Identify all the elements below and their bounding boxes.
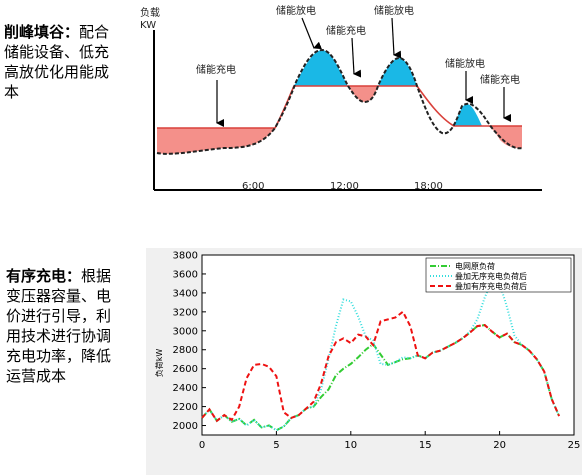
arrow-discharge-1 bbox=[301, 17, 322, 50]
annotation-charge-left: 储能充电 bbox=[196, 63, 236, 76]
peak-shaving-diagram: 负载 KW 6:00 12:00 18:00 储能充电 储能放电 储能充电 储能… bbox=[140, 4, 542, 192]
y-tick-label: 3400 bbox=[173, 288, 198, 299]
y-tick-label: 2800 bbox=[173, 345, 198, 356]
y-tick-label: 3000 bbox=[173, 326, 198, 337]
peak-shaving-body: 配合储能设备、低充高放优化用能成本 bbox=[4, 23, 110, 101]
annotation-discharge-2: 储能放电 bbox=[374, 4, 414, 17]
legend-label-0: 电网原负荷 bbox=[455, 261, 495, 271]
x-ticks: 0 5 10 15 20 25 bbox=[199, 431, 581, 451]
ordered-charging-title: 有序充电： bbox=[6, 267, 82, 285]
x-tick-label: 0 bbox=[199, 440, 205, 451]
y-tick-label: 3800 bbox=[173, 251, 198, 262]
y-tick-label: 2200 bbox=[173, 402, 198, 413]
legend-label-2: 叠加有序充电负荷后 bbox=[455, 281, 527, 291]
y-ticks: 2000 2200 2400 2600 2800 3000 3200 3400 3600 3800 bbox=[173, 251, 206, 432]
annotation-discharge-1: 储能放电 bbox=[276, 4, 316, 17]
ordered-charging-body: 根据变压器容量、电价进行引导，利用技术进行协调充电功率，降低运营成本 bbox=[6, 267, 112, 385]
annotation-charge-mid: 储能充电 bbox=[326, 24, 366, 37]
charge-fill-left bbox=[157, 128, 275, 154]
y-tick-label: 3600 bbox=[173, 269, 198, 280]
x-tick-label: 25 bbox=[568, 440, 581, 451]
ordered-charging-text: 有序充电：根据变压器容量、电价进行引导，利用技术进行协调充电功率，降低运营成本 bbox=[6, 266, 124, 386]
annotation-discharge-3: 储能放电 bbox=[445, 57, 485, 70]
charge-fill-right bbox=[488, 126, 522, 149]
x-tick-label: 10 bbox=[344, 440, 357, 451]
x-tick-label: 15 bbox=[419, 440, 432, 451]
diagram-y-label-2: KW bbox=[140, 20, 156, 31]
annotation-charge-right: 储能充电 bbox=[480, 73, 520, 86]
time-label-18: 18:00 bbox=[414, 181, 443, 192]
peak-shaving-text: 削峰填谷：配合储能设备、低充高放优化用能成本 bbox=[4, 22, 114, 102]
peak-shaving-title: 削峰填谷： bbox=[4, 23, 80, 41]
time-label-12: 12:00 bbox=[330, 181, 359, 192]
y-tick-label: 2600 bbox=[173, 364, 198, 375]
arrow-discharge-2 bbox=[391, 17, 402, 59]
legend-label-1: 叠加无序充电负荷后 bbox=[455, 271, 527, 281]
y-tick-label: 2400 bbox=[173, 383, 198, 394]
x-tick-label: 20 bbox=[493, 440, 506, 451]
y-tick-label: 2000 bbox=[173, 421, 198, 432]
y-tick-label: 3200 bbox=[173, 307, 198, 318]
load-curve bbox=[156, 48, 523, 155]
charging-load-chart: 2000 2200 2400 2600 2800 3000 3200 3400 3600 3800… bbox=[146, 248, 582, 475]
diagram-y-label-1: 负载 bbox=[140, 6, 160, 19]
series-line-2 bbox=[201, 310, 561, 423]
y-axis-label: 负荷kW bbox=[154, 349, 164, 378]
charge-fill-mid bbox=[348, 86, 378, 102]
time-label-6: 6:00 bbox=[242, 181, 264, 192]
discharge-fill-3 bbox=[454, 104, 482, 126]
legend: 电网原负荷 叠加无序充电负荷后 叠加有序充电负荷后 bbox=[425, 257, 572, 293]
discharge-fill-1 bbox=[294, 50, 348, 86]
arrow-charge-mid bbox=[351, 37, 362, 78]
x-tick-label: 5 bbox=[273, 440, 279, 451]
